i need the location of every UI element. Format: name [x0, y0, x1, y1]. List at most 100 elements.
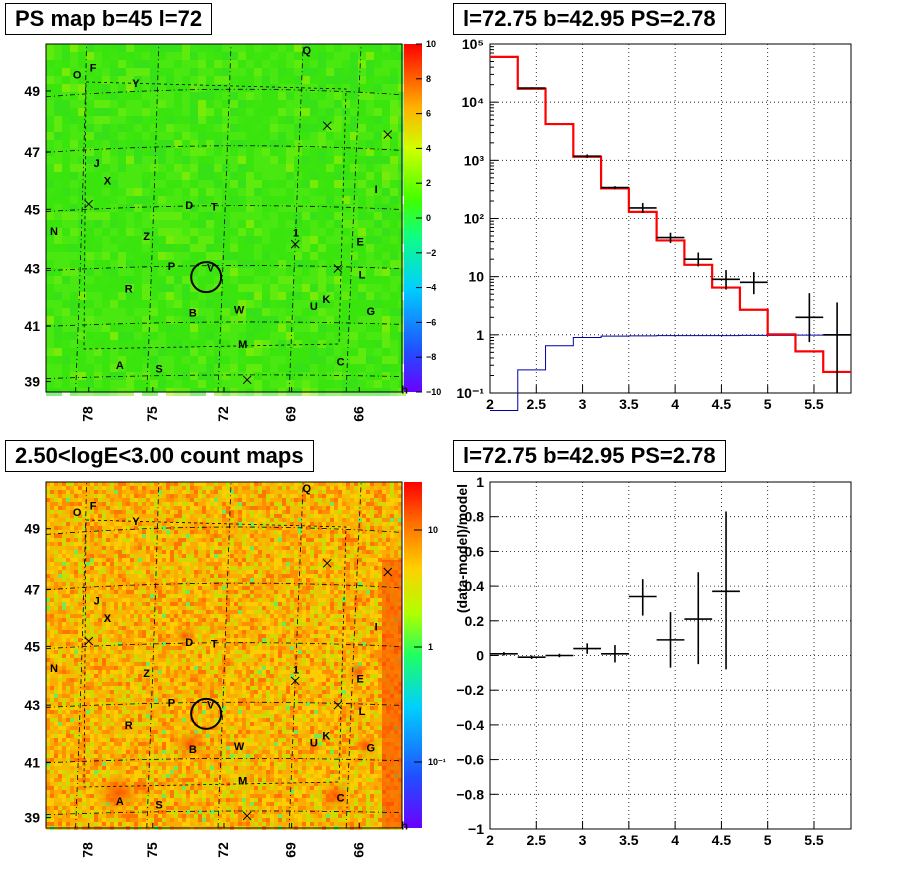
map-cell: [350, 164, 358, 172]
map-cell: [166, 558, 170, 562]
map-cell: [174, 276, 182, 284]
map-cell: [162, 574, 166, 578]
map-cell: [82, 494, 86, 498]
map-cell: [358, 308, 366, 316]
map-cell: [98, 770, 102, 774]
map-cell: [146, 590, 150, 594]
map-cell: [98, 706, 102, 710]
map-cell: [54, 598, 58, 602]
map-cell: [134, 172, 142, 180]
map-cell: [74, 562, 78, 566]
map-cell: [114, 586, 118, 590]
map-cell: [78, 810, 82, 814]
map-cell: [118, 726, 122, 730]
map-cell: [94, 702, 98, 706]
map-cell: [130, 594, 134, 598]
map-cell: [70, 694, 74, 698]
map-cell: [86, 654, 90, 658]
map-cell: [134, 180, 142, 188]
map-cell: [126, 614, 130, 618]
map-cell: [190, 84, 198, 92]
map-cell: [46, 510, 50, 514]
map-cell: [114, 558, 118, 562]
map-cell: [186, 678, 190, 682]
map-cell: [134, 550, 138, 554]
map-cell: [74, 666, 78, 670]
map-cell: [62, 356, 70, 364]
map-cell: [94, 678, 98, 682]
map-cell: [278, 180, 286, 188]
map-cell: [70, 634, 74, 638]
map-cell: [98, 618, 102, 622]
map-cell: [74, 682, 78, 686]
map-cell: [86, 698, 90, 702]
map-cell: [62, 762, 66, 766]
map-cell: [186, 602, 190, 606]
map-cell: [126, 550, 130, 554]
map-cell: [278, 140, 286, 148]
map-cell: [110, 522, 114, 526]
colorbar-tick-label: −4: [426, 283, 436, 293]
map-cell: [54, 822, 58, 826]
map-cell: [178, 574, 182, 578]
map-cell: [102, 726, 106, 730]
map-cell: [90, 662, 94, 666]
map-cell: [70, 710, 74, 714]
map-cell: [162, 770, 166, 774]
map-cell: [178, 570, 182, 574]
map-cell: [74, 714, 78, 718]
map-cell: [54, 638, 58, 642]
map-cell: [118, 686, 122, 690]
map-cell: [174, 116, 182, 124]
map-cell: [62, 686, 66, 690]
map-cell: [130, 714, 134, 718]
map-cell: [154, 590, 158, 594]
map-cell: [122, 522, 126, 526]
map-cell: [230, 220, 238, 228]
map-cell: [66, 790, 70, 794]
map-cell: [66, 594, 70, 598]
map-cell: [110, 244, 118, 252]
map-cell: [66, 750, 70, 754]
map-cell: [106, 522, 110, 526]
map-cell: [154, 658, 158, 662]
map-cell: [390, 332, 398, 340]
map-cell: [110, 534, 114, 538]
map-cell: [166, 156, 174, 164]
map-cell: [122, 626, 126, 630]
map-cell: [182, 506, 186, 510]
map-cell: [230, 188, 238, 196]
map-cell: [94, 662, 98, 666]
map-cell: [94, 52, 102, 60]
map-cell: [190, 60, 198, 68]
map-cell: [94, 586, 98, 590]
map-cell: [142, 702, 146, 706]
map-cell: [382, 76, 390, 84]
map-cell: [342, 140, 350, 148]
map-cell: [110, 164, 118, 172]
map-cell: [150, 626, 154, 630]
map-cell: [318, 332, 326, 340]
map-cell: [178, 794, 182, 798]
map-cell: [214, 348, 222, 356]
map-cell: [262, 172, 270, 180]
map-cell: [310, 108, 318, 116]
map-cell: [170, 782, 174, 786]
map-cell: [142, 502, 146, 506]
map-cell: [246, 204, 254, 212]
map-cell: [326, 156, 334, 164]
map-cell: [78, 594, 82, 598]
map-cell: [82, 814, 86, 818]
map-cell: [342, 308, 350, 316]
map-cell: [150, 76, 158, 84]
map-cell: [98, 670, 102, 674]
map-cell: [94, 84, 102, 92]
map-cell: [46, 730, 50, 734]
map-cell: [206, 308, 214, 316]
map-cell: [350, 380, 358, 388]
map-cell: [326, 300, 334, 308]
map-cell: [130, 546, 134, 550]
map-cell: [94, 714, 98, 718]
map-cell: [126, 116, 134, 124]
map-cell: [146, 698, 150, 702]
